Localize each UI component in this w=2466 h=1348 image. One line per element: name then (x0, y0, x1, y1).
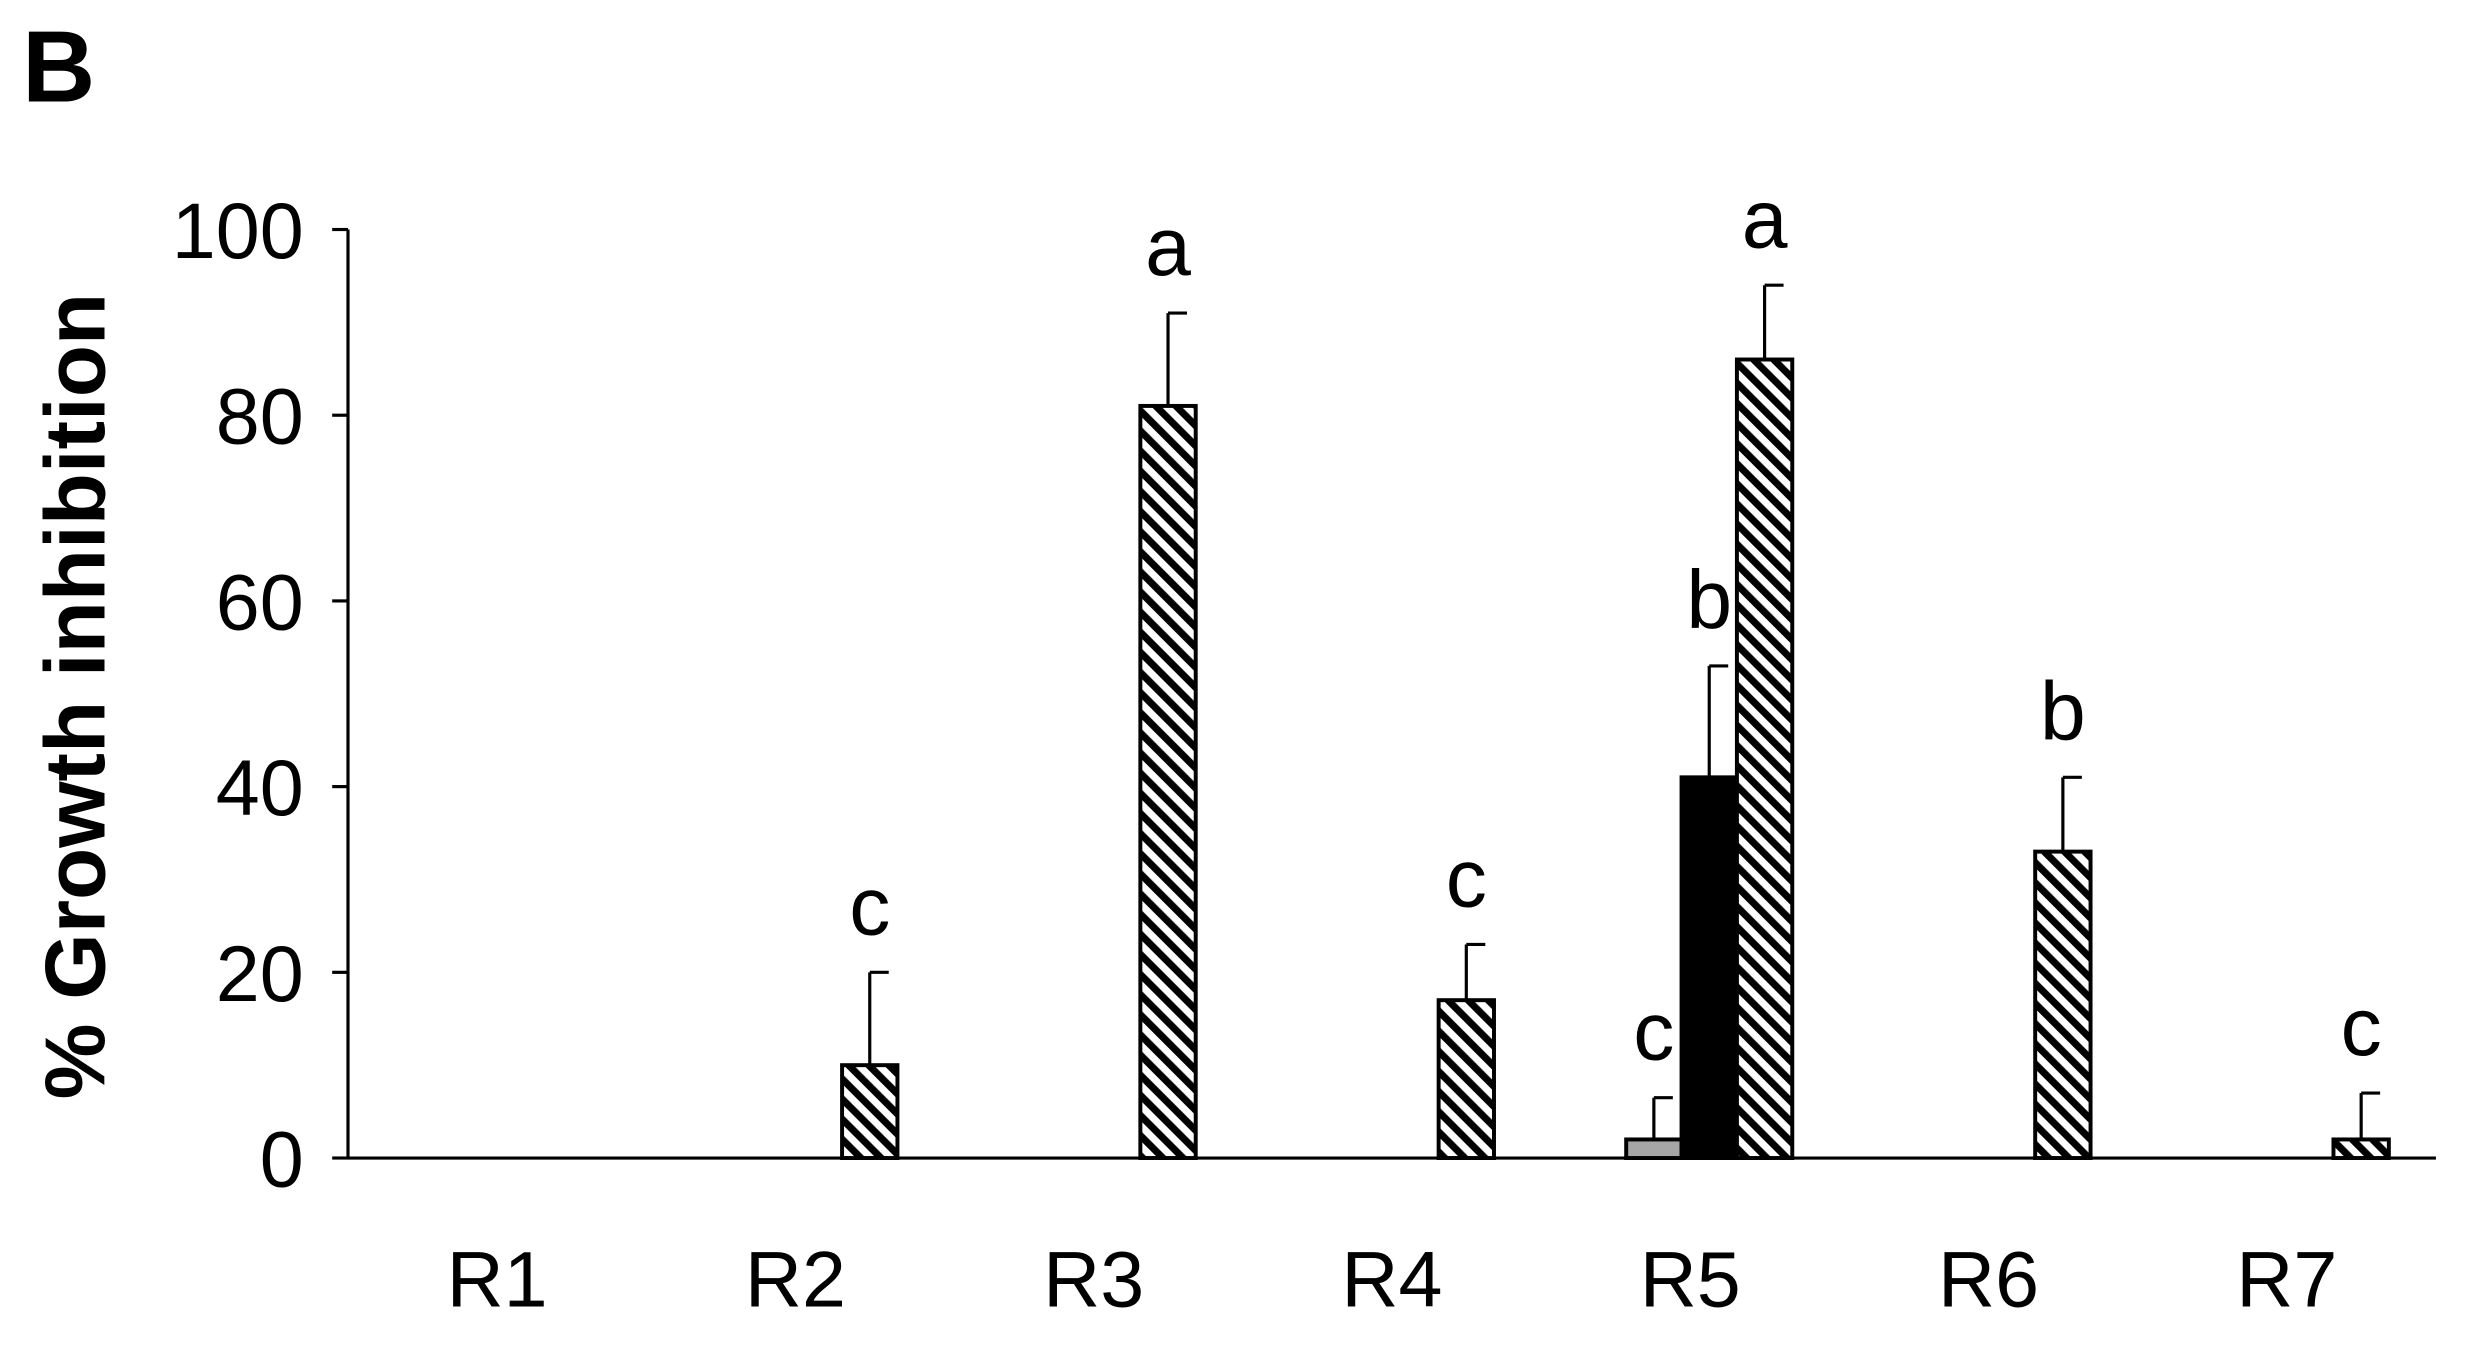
significance-letter: a (1145, 202, 1191, 293)
significance-letter: c (1633, 987, 1674, 1078)
x-tick-label: R7 (2236, 1235, 2337, 1324)
significance-letter: b (2040, 666, 2086, 757)
x-tick-label: R3 (1043, 1235, 1144, 1324)
bar (1734, 357, 1795, 1161)
y-tick-label: 100 (172, 186, 304, 275)
x-tick-label: R4 (1341, 1235, 1442, 1324)
y-axis-label: % Growth inhibition (28, 293, 123, 1099)
error-bar (1464, 942, 1486, 1001)
bar (2331, 1137, 2391, 1161)
x-tick-label: R5 (1640, 1235, 1741, 1324)
bar (1138, 403, 1198, 1161)
significance-letter: b (1686, 555, 1732, 646)
x-tick-label: R2 (745, 1235, 846, 1324)
x-tick-label: R1 (447, 1235, 548, 1324)
bar (840, 1063, 900, 1161)
y-tick-label: 80 (216, 372, 304, 461)
significance-letter: a (1742, 174, 1788, 265)
error-bar (1707, 664, 1729, 778)
significance-letter: c (1446, 834, 1487, 925)
error-bar (1166, 311, 1188, 406)
x-tick-label: R6 (1938, 1235, 2039, 1324)
error-bar (1652, 1096, 1673, 1140)
bar (1436, 998, 1496, 1161)
error-bar (868, 970, 889, 1066)
panel-label: B (22, 10, 95, 123)
significance-letter: c (849, 861, 890, 952)
y-tick-label: 60 (216, 557, 304, 646)
significance-letter: c (2341, 982, 2382, 1073)
y-tick-label: 20 (216, 929, 304, 1018)
error-bar (1763, 283, 1784, 360)
y-tick-label: 40 (216, 743, 304, 832)
bar (1679, 775, 1739, 1161)
error-bar (2359, 1091, 2381, 1140)
y-tick-label: 0 (260, 1114, 304, 1203)
bar (2033, 849, 2093, 1161)
error-bar (2061, 775, 2082, 852)
bar (1624, 1137, 1684, 1161)
